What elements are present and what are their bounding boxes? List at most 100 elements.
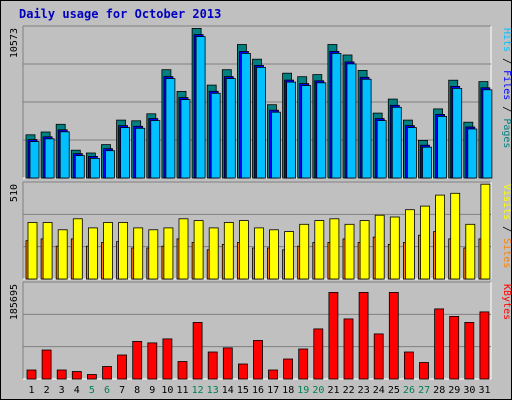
x-tick-label: 30 <box>463 385 475 396</box>
visits-bar-visits <box>254 227 264 280</box>
visits-bar-visits <box>404 209 415 280</box>
kbytes-bar-kbytes <box>253 339 263 380</box>
x-tick-label: 25 <box>388 385 400 396</box>
visits-bar-visits <box>420 205 430 280</box>
visits-bar-visits <box>389 216 400 280</box>
hits-bar-hits <box>361 78 372 179</box>
hits-bar-hits <box>286 81 297 179</box>
kbytes-legend: KBytes <box>501 284 511 320</box>
hits-bar-hits <box>59 131 70 179</box>
hits-bar-hits <box>240 53 251 179</box>
kbytes-bar-kbytes <box>147 342 158 380</box>
hits-bar-hits <box>346 63 357 179</box>
x-tick-label: 31 <box>478 385 490 396</box>
visits-bar-visits <box>344 223 355 280</box>
chart-title: Daily usage for October 2013 <box>19 7 221 21</box>
hits-bar-hits <box>482 89 493 179</box>
visits-bar-visits <box>133 227 144 280</box>
visits-bar-visits <box>208 227 219 280</box>
hits-bar-hits <box>135 127 146 179</box>
x-tick-label: 11 <box>176 385 188 396</box>
legend-sites: Sites <box>501 238 511 268</box>
x-tick-label: 24 <box>373 385 385 396</box>
hits-ymax-label: 10573 <box>9 28 20 58</box>
hits-bar-hits <box>29 141 40 179</box>
kbytes-bar-kbytes <box>373 333 384 380</box>
x-tick-label: 4 <box>74 385 80 396</box>
kbytes-bar-kbytes <box>268 369 278 380</box>
x-tick-label: 17 <box>267 385 279 396</box>
visits-bar-visits <box>163 227 174 280</box>
kbytes-bar-kbytes <box>403 351 414 380</box>
hits-bar-hits <box>406 127 417 179</box>
x-tick-label: 27 <box>418 385 430 396</box>
hits-bar-hits <box>150 120 161 179</box>
visits-bar-visits <box>42 222 53 280</box>
legend-pages: Pages <box>501 118 511 148</box>
legend-kbytes: KBytes <box>501 284 511 320</box>
x-tick-label: 23 <box>358 385 370 396</box>
x-tick-label: 29 <box>448 385 460 396</box>
visits-bar-visits <box>148 229 159 280</box>
visits-bar-visits <box>103 222 113 280</box>
visits-bar-visits <box>435 194 446 280</box>
kbytes-bar-kbytes <box>313 328 324 380</box>
legend-separator: / <box>501 52 511 70</box>
hits-bar-hits <box>74 155 85 179</box>
kbytes-bar-kbytes <box>343 318 354 380</box>
kbytes-bar-kbytes <box>449 315 460 380</box>
kbytes-bar-kbytes <box>192 321 203 380</box>
kbytes-bar-kbytes <box>132 340 143 380</box>
visits-bar-visits <box>57 229 68 280</box>
hits-bar-hits <box>90 157 100 179</box>
hits-bar-hits <box>391 106 402 179</box>
visits-bar-visits <box>359 220 370 280</box>
hits-bar-hits <box>271 111 281 179</box>
x-tick-label: 5 <box>89 385 95 396</box>
x-tick-label: 9 <box>149 385 155 396</box>
x-tick-label: 21 <box>327 385 339 396</box>
x-tick-label: 18 <box>282 385 294 396</box>
visits-bar-visits <box>269 229 279 280</box>
kbytes-bar-kbytes <box>283 358 294 380</box>
hits-bar-hits <box>316 82 327 179</box>
visits-bar-visits <box>450 192 461 280</box>
hits-bar-hits <box>376 120 387 179</box>
kbytes-bar-kbytes <box>207 351 218 380</box>
x-tick-label: 15 <box>237 385 249 396</box>
hits-bar-hits <box>44 138 55 179</box>
visits-bar-visits <box>88 227 98 280</box>
kbytes-bar-kbytes <box>26 369 37 380</box>
legend-visits: Visits <box>501 184 511 220</box>
hits-legend: Hits / Files / Pages <box>501 28 511 148</box>
visits-ymax-label: 510 <box>9 184 20 202</box>
visits-bar-visits <box>178 218 189 280</box>
x-tick-label: 20 <box>312 385 324 396</box>
kbytes-bar-kbytes <box>71 371 82 380</box>
x-tick-label: 12 <box>192 385 204 396</box>
hits-bar-hits <box>210 92 221 179</box>
x-tick-label: 14 <box>222 385 234 396</box>
x-tick-label: 16 <box>252 385 264 396</box>
kbytes-bar-kbytes <box>419 362 429 380</box>
kbytes-bar-kbytes <box>434 308 445 380</box>
x-tick-label: 8 <box>134 385 140 396</box>
x-tick-label: 13 <box>207 385 219 396</box>
hits-bar-hits <box>120 127 130 179</box>
hits-bar-hits <box>422 146 432 179</box>
visits-bar-visits <box>374 214 385 280</box>
visits-legend: Visits / Sites <box>501 184 511 268</box>
legend-hits: Hits <box>501 28 511 52</box>
visits-bar-visits <box>118 222 128 280</box>
visits-bar-visits <box>284 231 295 280</box>
hits-bar-hits <box>225 78 236 179</box>
hits-bar-hits <box>105 150 115 179</box>
x-tick-label: 1 <box>28 385 34 396</box>
visits-bar-visits <box>465 223 476 280</box>
visits-bar-visits <box>329 218 340 280</box>
visits-bar-visits <box>193 220 204 280</box>
kbytes-ymax-label: 185695 <box>9 284 20 320</box>
legend-separator: / <box>501 100 511 118</box>
legend-files: Files <box>501 70 511 100</box>
